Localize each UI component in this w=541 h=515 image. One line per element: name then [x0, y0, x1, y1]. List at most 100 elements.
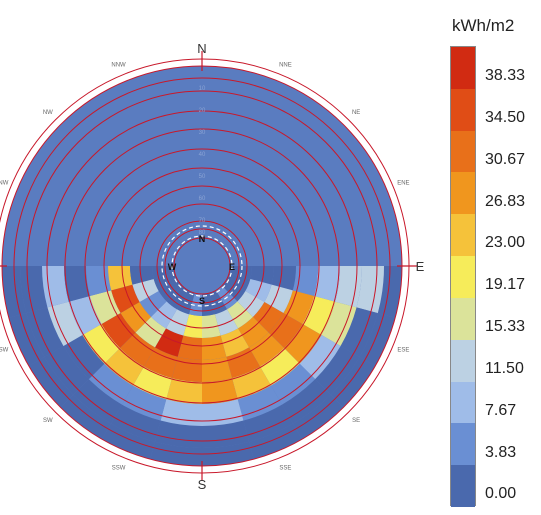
legend-tick-label: 38.33: [485, 67, 526, 85]
direction-label: NW: [43, 110, 53, 116]
rose-cell: [202, 314, 221, 338]
ring-label: 80: [199, 230, 206, 236]
ring-label: 60: [199, 196, 206, 202]
direction-label: SSW: [112, 465, 126, 471]
legend-swatch: [451, 465, 475, 508]
rose-cell: [20, 266, 48, 314]
rose-cell: [160, 399, 202, 427]
rose-cell: [108, 266, 133, 291]
rose-cell: [202, 441, 254, 466]
rose-cell: [209, 290, 227, 315]
rose-cell: [132, 278, 159, 302]
legend-tick-label: 15.33: [485, 318, 526, 336]
inner-direction-label: S: [199, 296, 205, 306]
altitude-ring: [173, 237, 231, 295]
rose-cell: [335, 266, 362, 308]
direction-label: WSW: [0, 347, 9, 353]
rose-cell: [63, 335, 105, 380]
altitude-ring: [46, 110, 358, 422]
altitude-ring: [156, 220, 248, 312]
rose-cell: [101, 313, 136, 349]
legend-tick-label: 7.67: [485, 401, 517, 419]
rose-cell: [122, 385, 167, 421]
rose-cell: [44, 346, 89, 395]
ring-label: 10: [199, 86, 206, 92]
rose-cell: [130, 266, 154, 285]
legend-swatch: [451, 297, 475, 341]
rose-cell: [314, 266, 340, 302]
legend-tick-label: 19.17: [485, 276, 526, 294]
altitude-ring: [103, 167, 301, 365]
rose-cell: [82, 324, 120, 364]
legend-swatch: [451, 214, 475, 257]
rose-cell: [88, 363, 133, 405]
rose-cell: [292, 266, 318, 297]
rose-cell: [104, 348, 144, 386]
ring-label: 50: [199, 174, 206, 180]
legend-swatch: [451, 256, 475, 299]
direction-label: S: [198, 477, 207, 492]
rose-cell: [356, 266, 384, 314]
rose-cell: [321, 301, 357, 346]
rose-cell: [183, 314, 202, 338]
direction-label: WNW: [0, 181, 9, 187]
legend-tick-label: 34.50: [485, 109, 526, 126]
rose-cell: [166, 378, 202, 404]
legend-swatch: [451, 172, 475, 215]
altitude-ring: [64, 128, 340, 404]
rose-cell: [249, 332, 285, 367]
altitude-ring: [164, 228, 240, 304]
legend-swatch: [451, 88, 475, 132]
direction-label: E: [416, 259, 425, 274]
rose-cell: [202, 378, 238, 404]
rose-cell: [302, 296, 336, 335]
altitude-ring: [26, 90, 378, 442]
legend-swatch: [451, 47, 475, 90]
rose-cell: [64, 266, 90, 302]
rose-cell: [166, 309, 190, 336]
rose-cell: [89, 290, 121, 324]
rose-cell: [166, 285, 188, 310]
ring-label: 20: [199, 108, 206, 114]
rose-cell: [47, 301, 83, 346]
legend-unit-label: kWh/m2: [452, 16, 515, 35]
rose-cell: [202, 335, 227, 360]
rose-cell: [268, 313, 303, 349]
legend-tick-label: 3.83: [485, 443, 517, 461]
rose-cell: [133, 366, 172, 400]
rose-cell: [283, 290, 315, 324]
altitude-ring: [13, 77, 391, 455]
rose-cell: [250, 266, 274, 285]
rose-cell: [226, 347, 260, 379]
rose-cell: [177, 335, 202, 360]
rose-cell: [120, 302, 152, 333]
altitude-ring: [121, 185, 283, 347]
direction-label: NNW: [111, 63, 126, 69]
rose-cell: [150, 441, 202, 466]
rose-cell: [68, 296, 102, 335]
rose-cell: [42, 266, 69, 308]
rose-cell: [284, 324, 322, 364]
rose-cell: [238, 316, 269, 348]
legend-color-bar: [450, 46, 476, 508]
legend-swatch: [451, 130, 475, 173]
rose-cell: [202, 356, 233, 382]
rose-cell: [135, 316, 166, 348]
rose-cell: [221, 280, 246, 302]
rose-cell: [86, 266, 112, 297]
legend-swatch: [451, 339, 475, 383]
rose-cell: [377, 266, 402, 318]
direction-label: SSE: [279, 465, 291, 471]
inner-direction-label: W: [168, 262, 177, 272]
direction-label: SW: [43, 418, 53, 424]
rose-cell: [202, 399, 244, 427]
rose-cell: [154, 420, 202, 448]
rose-cell: [315, 346, 360, 395]
ring-label: 40: [199, 152, 206, 158]
rose-cell: [293, 394, 344, 440]
direction-label: NNE: [279, 63, 292, 69]
rose-cell: [171, 356, 202, 382]
legend-swatch: [451, 381, 475, 424]
rose-cell: [245, 278, 272, 302]
